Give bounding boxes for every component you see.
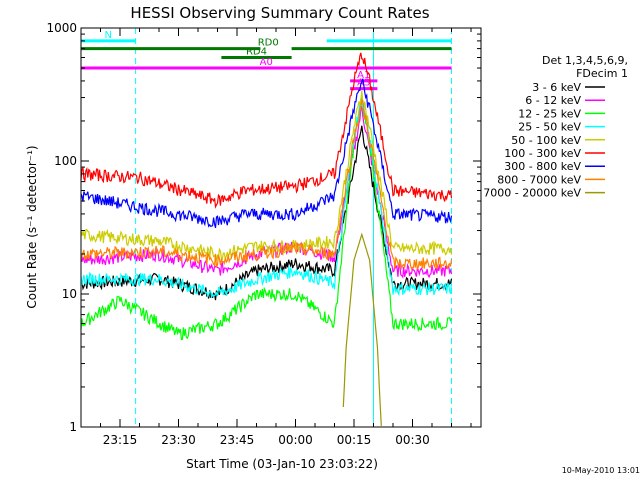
legend-label-5: 100 - 300 keV bbox=[504, 147, 581, 160]
y-tick-label-3: 1000 bbox=[46, 21, 77, 35]
plot-frame bbox=[80, 27, 482, 428]
x-tick-label-0: 23:15 bbox=[103, 433, 138, 447]
y-tick-label-1: 10 bbox=[62, 287, 77, 301]
series-line-6 bbox=[80, 78, 453, 229]
series-line-4 bbox=[80, 90, 453, 262]
x-tick-label-4: 00:15 bbox=[337, 433, 372, 447]
x-tick-label-1: 23:30 bbox=[161, 433, 196, 447]
footer-date: 10-May-2010 13:01 bbox=[562, 466, 640, 475]
series-line-2 bbox=[80, 97, 453, 341]
series-line-5 bbox=[80, 52, 453, 209]
flag-label-a0: A0 bbox=[260, 57, 273, 68]
y-axis-label: Count Rate (s⁻¹ detector⁻¹) bbox=[25, 145, 39, 308]
legend-label-8: 7000 - 20000 keV bbox=[483, 187, 581, 200]
flag-label-rd0: RD0 bbox=[258, 38, 279, 49]
y-tick-label-2: 100 bbox=[54, 154, 77, 168]
x-axis-label: Start Time (03-Jan-10 23:03:22) bbox=[186, 457, 378, 471]
legend-label-1: 6 - 12 keV bbox=[525, 94, 581, 107]
legend-label-7: 800 - 7000 keV bbox=[497, 173, 581, 186]
series-line-7 bbox=[80, 99, 453, 271]
series-line-3 bbox=[80, 96, 453, 299]
legend-label-6: 300 - 800 keV bbox=[504, 160, 581, 173]
series-line-8 bbox=[342, 232, 382, 426]
legend-label-2: 12 - 25 keV bbox=[518, 107, 581, 120]
x-tick-label-3: 00:00 bbox=[278, 433, 313, 447]
flag-label-n: N bbox=[105, 30, 112, 41]
legend-header-line-2: FDecim 1 bbox=[576, 67, 628, 80]
tick-layer: 1 10 100 1000 23:15 23:30 23:45 00:00 00:15 00:30 bbox=[46, 21, 481, 447]
x-tick-label-2: 23:45 bbox=[220, 433, 255, 447]
x-tick-label-5: 00:30 bbox=[395, 433, 430, 447]
legend-label-0: 3 - 6 keV bbox=[532, 81, 581, 94]
legend-header-line-1: Det 1,3,4,5,6,9, bbox=[542, 54, 628, 67]
legend-label-3: 25 - 50 keV bbox=[518, 121, 581, 134]
flag-label-a1: A1 bbox=[357, 70, 370, 81]
flag-label-rd4: RD4 bbox=[246, 47, 267, 58]
chart-title: HESSI Observing Summary Count Rates bbox=[130, 4, 429, 22]
y-tick-label-0: 1 bbox=[69, 420, 77, 434]
legend-label-4: 50 - 100 keV bbox=[511, 134, 581, 147]
